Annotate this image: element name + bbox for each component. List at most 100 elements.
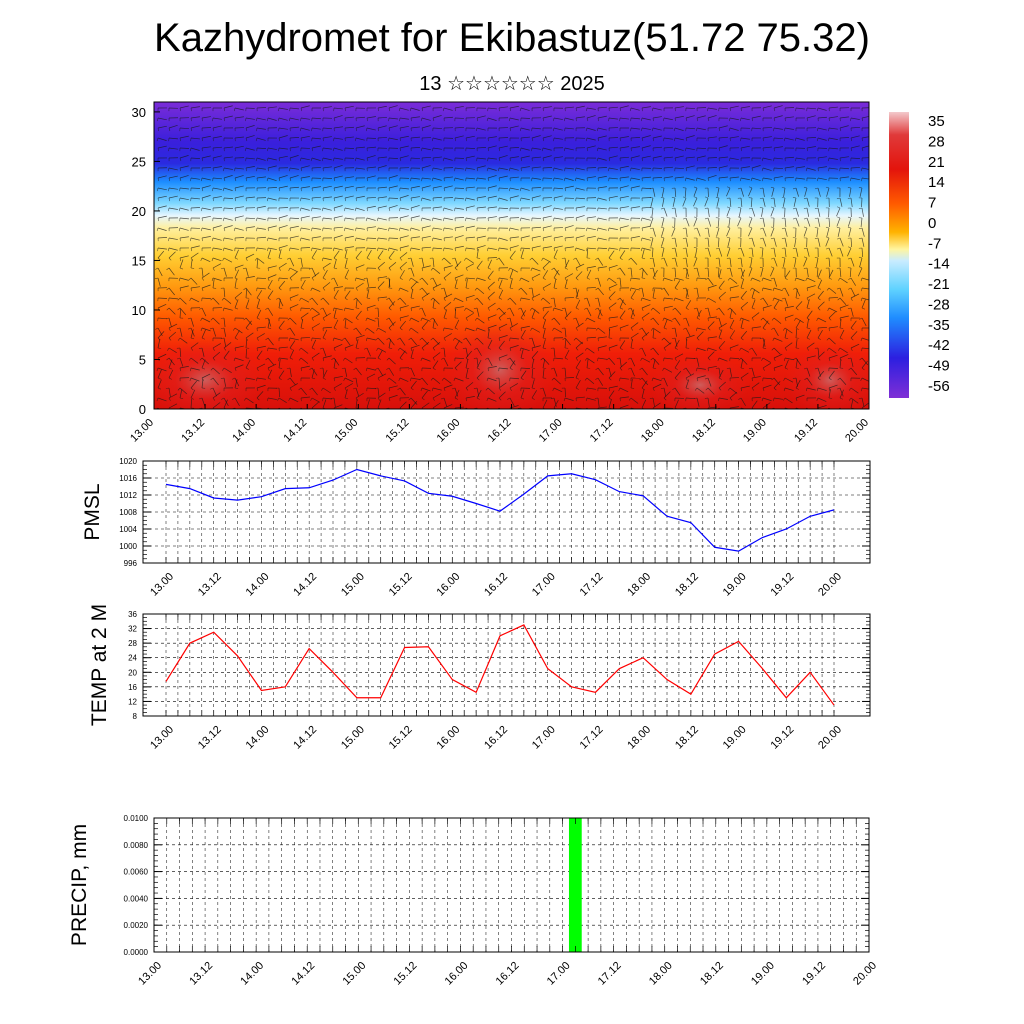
wind-barb [806, 367, 811, 377]
wind-barb [223, 327, 227, 337]
wind-barb-flag [344, 347, 347, 352]
wind-barb-flag [608, 377, 612, 381]
wind-barb-flag [542, 117, 544, 122]
wind-barb [773, 364, 783, 369]
wind-barb [168, 287, 175, 296]
wind-barb [399, 135, 409, 139]
wind-barb-flag [672, 317, 676, 321]
wind-barb-flag [817, 287, 821, 290]
wind-barb-flag [509, 187, 511, 192]
wind-barb [410, 377, 420, 380]
wind-barb [597, 266, 607, 269]
wind-barb [157, 205, 167, 209]
wind-barb-flag [619, 407, 621, 409]
wind-barb-flag [564, 287, 569, 290]
wind-barb [641, 155, 651, 159]
wind-barb [707, 175, 717, 179]
wind-barb [848, 227, 852, 237]
wind-barb-flag [410, 387, 414, 391]
wind-barb-flag [289, 277, 293, 281]
wind-barb [509, 307, 515, 317]
wind-barb-flag [431, 177, 434, 182]
wind-barb [663, 146, 673, 149]
wind-barb [201, 357, 209, 365]
wind-barb-flag [836, 206, 841, 209]
wind-barb [399, 207, 409, 210]
wind-barb-flag [443, 387, 446, 392]
wind-barb-flag [410, 347, 413, 352]
wind-barb [498, 382, 507, 389]
wind-barb-flag [333, 177, 336, 182]
wind-barb [597, 357, 607, 360]
xtick-label: 15.12 [387, 571, 415, 599]
wind-barb [729, 307, 737, 315]
wind-barb [333, 309, 337, 319]
wind-barb [784, 407, 791, 409]
wind-barb-flag [652, 387, 655, 391]
wind-barb [344, 307, 354, 311]
wind-barb [311, 167, 322, 169]
wind-barb-flag [792, 207, 797, 210]
wind-barb-flag [155, 327, 159, 330]
wind-barb [190, 357, 199, 364]
wind-barb-flag [465, 217, 467, 222]
wind-barb-flag [487, 317, 490, 322]
wind-barb-flag [519, 187, 522, 192]
wind-barb-flag [432, 407, 435, 409]
xtick-label: 17.12 [578, 724, 606, 752]
wind-barb [289, 155, 299, 159]
wind-barb-flag [572, 317, 577, 320]
wind-barb [322, 387, 331, 394]
wind-barb [201, 359, 206, 369]
wind-barb [223, 187, 233, 191]
wind-barb [278, 117, 288, 121]
wind-barb [476, 317, 485, 324]
wind-barb-flag [189, 367, 192, 372]
wind-barb [828, 347, 837, 354]
cs-xtick-label: 13.00 [128, 417, 156, 445]
wind-barb [289, 225, 299, 229]
wind-barb [641, 312, 650, 319]
wind-barb [564, 387, 567, 398]
wind-barb [212, 297, 220, 305]
wind-barb [575, 360, 581, 369]
wind-barb [498, 175, 508, 179]
wind-barb-flag [256, 117, 258, 122]
wind-barb [410, 116, 420, 119]
wind-barb-flag [168, 407, 170, 409]
wind-barb-flag [718, 377, 722, 380]
wind-barb-flag [332, 337, 335, 342]
wind-barb [795, 187, 799, 197]
wind-barb-flag [168, 337, 172, 341]
wind-barb-flag [861, 137, 863, 142]
wind-barb [355, 157, 365, 161]
wind-barb-flag [487, 187, 490, 192]
wind-barb-flag [639, 327, 643, 330]
wind-barb [509, 146, 520, 149]
wind-barb-flag [377, 377, 380, 381]
wind-barb [157, 327, 163, 337]
wind-barb-flag [792, 217, 797, 220]
wind-barb-flag [454, 247, 456, 252]
wind-barb [707, 167, 718, 169]
wind-barb-flag [850, 327, 854, 331]
wind-barb-flag [223, 177, 226, 182]
wind-barb [542, 106, 552, 109]
wind-barb-flag [696, 117, 699, 122]
wind-barb-flag [377, 357, 381, 360]
wind-barb [355, 237, 365, 241]
wind-barb [586, 247, 596, 250]
wind-barb-flag [628, 257, 632, 261]
wind-barb [355, 392, 364, 399]
wind-barb-flag [454, 347, 458, 350]
wind-barb [586, 127, 596, 131]
wind-barb-flag [366, 207, 368, 212]
wind-barb [806, 377, 813, 386]
wind-barb [782, 197, 786, 207]
wind-barb-flag [641, 227, 643, 232]
wind-barb [311, 323, 320, 329]
wind-barb [168, 251, 176, 259]
wind-barb [674, 387, 681, 396]
wind-barb-flag [300, 287, 304, 290]
wind-barb-flag [585, 137, 588, 142]
